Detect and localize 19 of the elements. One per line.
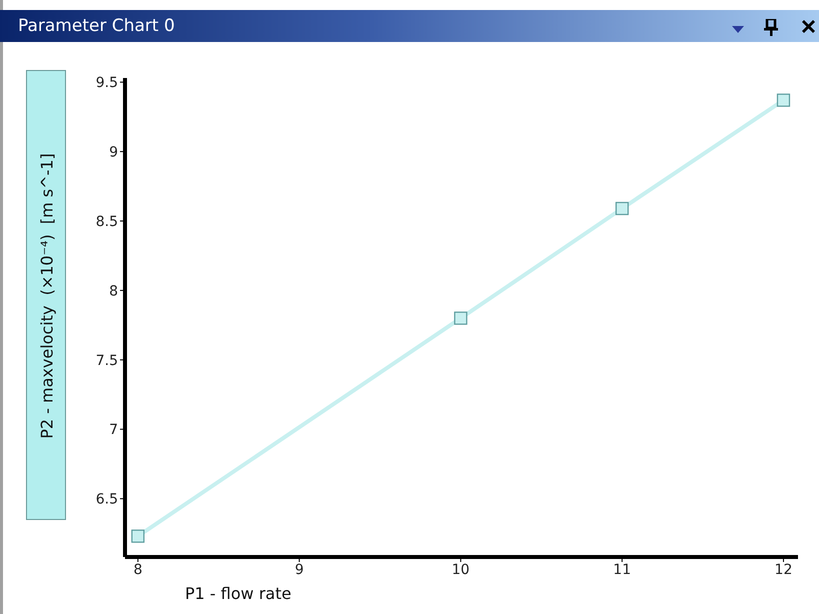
y-tick-label: 7 — [109, 422, 118, 438]
point — [131, 530, 145, 543]
y-tick-label: 8 — [109, 283, 118, 300]
x-tick-label: 11 — [613, 562, 631, 578]
point — [454, 312, 468, 325]
x-tick-label: 9 — [294, 562, 304, 578]
y-tick-label: 7.5 — [96, 352, 118, 369]
x-tick-label: 8 — [133, 562, 142, 578]
y-tick-label: 6.5 — [96, 492, 118, 508]
x-axis-title: P1 - flow rate — [185, 584, 292, 603]
x-tick-label: 10 — [452, 562, 470, 578]
point — [776, 94, 790, 107]
point — [615, 202, 629, 216]
y-tick-label: 9 — [109, 144, 118, 161]
y-tick-label: 9.5 — [96, 75, 118, 92]
y-axis-title: P2 - maxvelocity (×10⁻⁴) [m s^-1] — [38, 153, 56, 439]
chart-title: Parameter Chart 0 — [18, 16, 175, 36]
x-tick-label: 12 — [774, 562, 792, 578]
y-tick-label: 8.5 — [96, 214, 118, 230]
